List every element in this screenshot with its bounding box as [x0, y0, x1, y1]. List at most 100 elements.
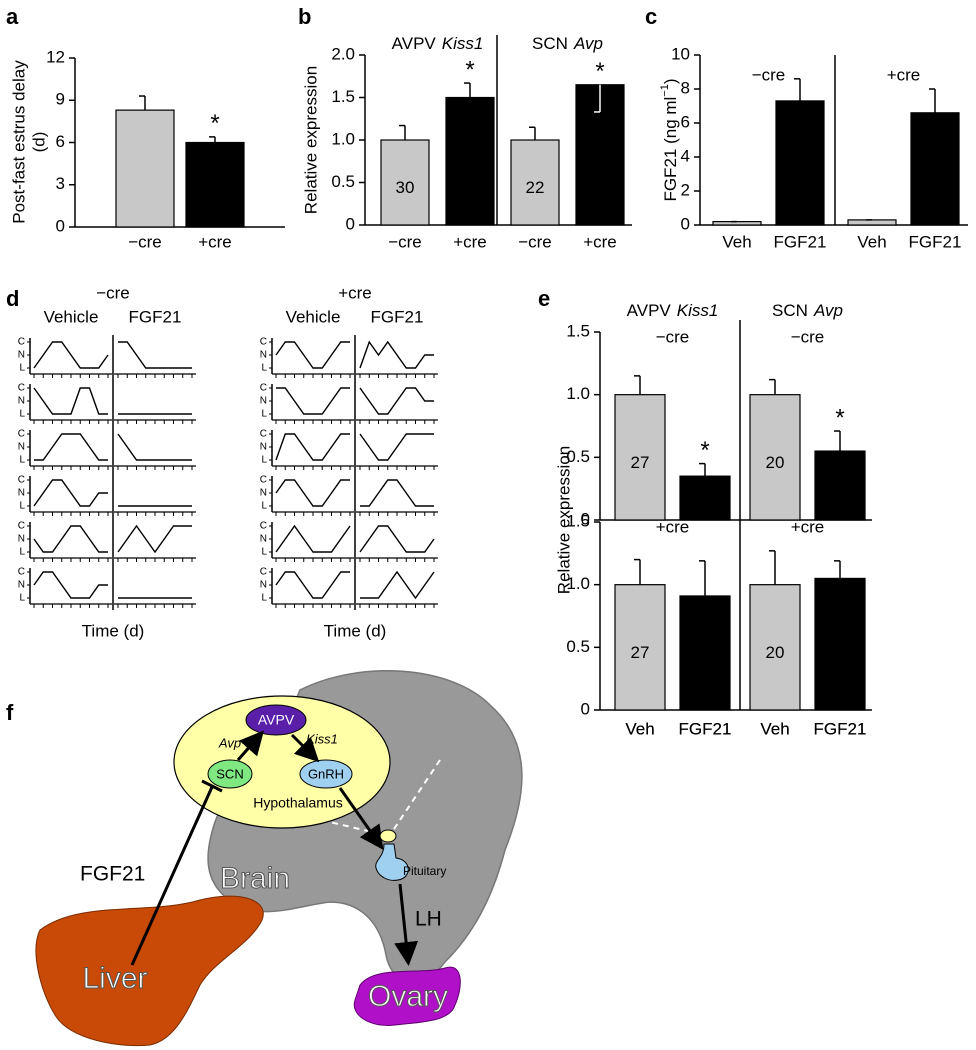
panel-letter: b	[298, 4, 311, 29]
y-tick-label: 12	[46, 47, 65, 66]
y-tick-label: C	[18, 567, 25, 578]
gnrh-node	[299, 759, 353, 789]
n-label: 27	[631, 643, 650, 662]
y-tick-label: 3	[56, 174, 65, 193]
y-tick-label: L	[261, 455, 267, 466]
condition-label: FGF21	[129, 307, 182, 326]
y-tick-label: N	[260, 580, 267, 591]
row-label: −cre	[791, 327, 825, 346]
label-part: FGF21 (ng ml	[661, 97, 680, 202]
x-tick-label: +cre	[583, 232, 617, 251]
x-tick-label: FGF21	[679, 719, 732, 738]
y-tick-label: C	[18, 475, 25, 486]
arrow	[290, 733, 320, 763]
region-label: Pituitary	[403, 864, 446, 878]
y-tick-label: 9	[56, 90, 65, 109]
hypothalamus	[173, 695, 391, 829]
y-tick-label: 1.5	[566, 321, 590, 340]
x-tick-label: Veh	[760, 719, 789, 738]
arrow	[394, 883, 419, 966]
significance-star: *	[835, 404, 844, 431]
n-label: 27	[631, 453, 650, 472]
region-label: Brain	[220, 862, 290, 895]
bar	[380, 139, 430, 226]
y-tick-label: L	[19, 547, 25, 558]
estrous-trace	[275, 479, 350, 507]
bar	[679, 475, 731, 521]
estrous-trace	[360, 479, 434, 507]
hormone-label: FGF21	[80, 863, 145, 886]
y-tick-label: 1.5	[331, 87, 355, 106]
estrous-trace	[275, 433, 350, 461]
y-tick-label: L	[261, 593, 267, 604]
estrous-trace	[117, 433, 192, 461]
median-eminence	[379, 829, 397, 843]
x-tick-label: FGF21	[774, 232, 827, 251]
node-label: SCN	[216, 766, 243, 781]
y-tick-label: L	[19, 455, 25, 466]
y-tick-label: 0	[56, 216, 65, 235]
y-tick-label: N	[260, 396, 267, 407]
label-part: )	[661, 78, 680, 84]
x-tick-label: FGF21	[909, 232, 962, 251]
estrous-trace	[359, 525, 435, 553]
estrous-trace	[33, 341, 109, 369]
y-tick-label: N	[18, 580, 25, 591]
x-axis-label: Time (d)	[324, 621, 387, 640]
pituitary	[375, 843, 409, 881]
panel-letter: e	[538, 286, 550, 311]
y-tick-label: N	[260, 442, 267, 453]
y-tick-label: N	[18, 396, 25, 407]
y-tick-label: N	[260, 534, 267, 545]
y-tick-label: 10	[671, 44, 690, 63]
hormone-label: LH	[415, 908, 442, 931]
gene: Avp	[573, 34, 603, 53]
condition-label: Vehicle	[44, 307, 99, 326]
y-axis-label: (d)	[29, 132, 48, 153]
y-tick-label: 6	[681, 112, 690, 131]
condition-label: FGF21	[371, 307, 424, 326]
estrous-trace	[33, 387, 108, 415]
y-tick-label: L	[19, 363, 25, 374]
bar	[614, 394, 666, 521]
bar	[614, 584, 666, 711]
liver	[35, 895, 264, 1047]
bar	[814, 450, 866, 521]
estrous-trace	[360, 570, 435, 600]
x-tick-label: −cre	[518, 232, 552, 251]
gene: Avp	[813, 301, 843, 320]
y-tick-label: N	[18, 350, 25, 361]
y-tick-label: L	[261, 363, 267, 374]
y-tick-label: N	[260, 488, 267, 499]
row-label: −cre	[656, 327, 690, 346]
region: AVPV	[627, 301, 672, 320]
y-tick-label: N	[260, 350, 267, 361]
x-tick-label: Veh	[625, 719, 654, 738]
inhibition-bar	[201, 779, 223, 793]
y-tick-label: 0.5	[566, 637, 590, 656]
panel-letter: a	[6, 4, 19, 29]
estrous-trace	[118, 341, 192, 369]
y-tick-label: N	[18, 442, 25, 453]
x-tick-label: Veh	[625, 719, 654, 738]
region: SCN	[532, 34, 568, 53]
y-tick-label: C	[18, 521, 25, 532]
estrous-trace	[33, 525, 108, 553]
y-tick-label: 6	[56, 132, 65, 151]
gene: Kiss1	[442, 34, 484, 53]
edge-label: Avp	[218, 735, 241, 750]
label-sup: −1	[659, 84, 671, 97]
group-label: +cre	[338, 283, 372, 302]
estrous-trace	[276, 387, 350, 415]
n-label: 20	[766, 643, 785, 662]
bar	[749, 394, 801, 521]
diagram: f AVPV Avp Kiss1 SCN GnRH Hypothalamus B…	[6, 670, 523, 1047]
estrous-trace	[275, 571, 350, 599]
bar	[749, 584, 801, 711]
bar	[814, 577, 866, 711]
edge-label: Kiss1	[306, 731, 338, 746]
group-label: −cre	[752, 65, 786, 84]
arrow	[236, 730, 264, 761]
row-label: +cre	[656, 517, 690, 536]
n-label: 22	[526, 178, 545, 197]
